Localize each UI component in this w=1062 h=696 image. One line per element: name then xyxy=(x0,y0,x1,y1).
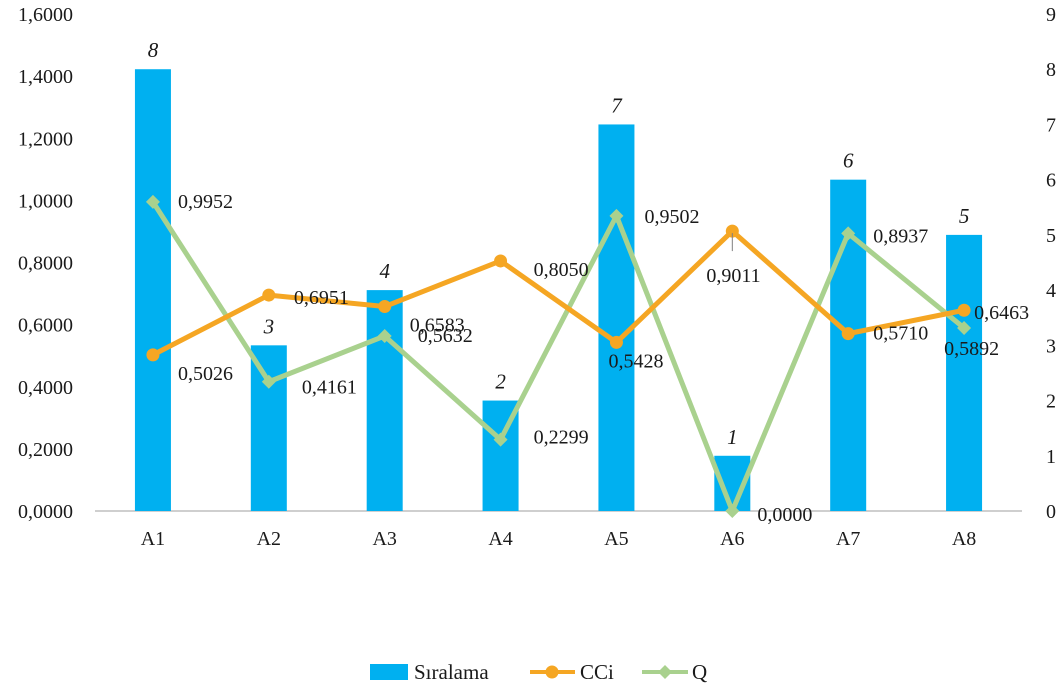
cci-data-label: 0,5026 xyxy=(178,363,233,385)
bar-data-label: 7 xyxy=(611,93,623,117)
right-axis-tick-label: 4 xyxy=(1046,280,1056,302)
left-axis-tick-label: 1,6000 xyxy=(18,4,73,26)
q-marker xyxy=(725,504,740,518)
q-data-label: 0,9952 xyxy=(178,191,233,213)
q-marker xyxy=(377,329,392,344)
cci-marker xyxy=(957,303,971,317)
bar-siralama xyxy=(134,69,171,511)
right-axis-tick-label: 8 xyxy=(1046,59,1056,81)
legend-label-q: Q xyxy=(692,660,707,684)
right-axis-tick-label: 7 xyxy=(1046,114,1056,136)
right-axis-tick-label: 5 xyxy=(1046,225,1056,247)
right-axis-tick-label: 1 xyxy=(1046,446,1056,468)
q-marker xyxy=(145,194,160,209)
left-axis-tick-label: 0,2000 xyxy=(18,439,73,461)
q-data-label: 0,5632 xyxy=(418,325,473,347)
left-axis-tick-label: 1,2000 xyxy=(18,128,73,150)
left-axis-tick-label: 1,0000 xyxy=(18,190,73,212)
bar-siralama xyxy=(250,345,287,511)
x-axis-category-label: A8 xyxy=(952,528,976,550)
cci-marker xyxy=(378,300,392,314)
q-data-label: 0,4161 xyxy=(302,377,357,399)
q-data-label: 0,5892 xyxy=(944,338,999,360)
q-data-label: 0,9502 xyxy=(644,206,699,228)
q-marker xyxy=(261,374,276,389)
q-marker xyxy=(841,226,856,241)
x-axis-category-label: A4 xyxy=(488,528,512,550)
bar-data-label: 5 xyxy=(959,204,970,228)
left-axis-tick-label: 0,4000 xyxy=(18,377,73,399)
left-axis-tick-label: 0,8000 xyxy=(18,253,73,275)
left-axis-tick-label: 1,4000 xyxy=(18,66,73,88)
cci-marker xyxy=(725,224,739,238)
cci-data-label: 0,6463 xyxy=(974,302,1029,324)
cci-data-label: 0,9011 xyxy=(706,265,760,287)
cci-data-label: 0,8050 xyxy=(534,259,589,281)
bar-data-label: 4 xyxy=(379,259,390,283)
bar-siralama xyxy=(598,124,635,511)
q-data-label: 0,0000 xyxy=(757,504,812,526)
q-marker xyxy=(493,432,508,447)
right-axis-tick-label: 6 xyxy=(1046,170,1056,192)
right-axis-tick-label: 9 xyxy=(1046,4,1056,26)
q-marker xyxy=(609,208,624,223)
cci-series-line xyxy=(151,228,965,358)
bar-data-label: 2 xyxy=(495,370,506,394)
cci-marker xyxy=(262,288,276,302)
x-axis-category-label: A7 xyxy=(836,528,860,550)
cci-data-label: 0,5428 xyxy=(608,350,663,372)
left-axis-tick-label: 0,6000 xyxy=(18,315,73,337)
q-data-label: 0,2299 xyxy=(534,427,589,449)
legend-marker-q xyxy=(658,665,672,679)
right-axis-tick-label: 0 xyxy=(1046,501,1056,523)
right-axis-tick-label: 2 xyxy=(1046,391,1056,413)
q-marker xyxy=(957,320,972,335)
bar-data-label: 1 xyxy=(727,425,738,449)
left-axis-tick-label: 0,0000 xyxy=(18,501,73,523)
cci-data-label: 0,5710 xyxy=(873,323,928,345)
right-axis-tick-label: 3 xyxy=(1046,335,1056,357)
bar-siralama xyxy=(366,290,403,511)
cci-marker xyxy=(494,254,508,268)
x-axis-category-label: A5 xyxy=(604,528,628,550)
legend-label-siralama: Sıralama xyxy=(414,660,489,684)
q-series-line xyxy=(150,200,966,514)
legend-swatch-siralama xyxy=(370,664,408,680)
legend-marker-cci xyxy=(545,665,559,679)
bar-siralama xyxy=(946,234,983,511)
cci-marker xyxy=(841,327,855,341)
x-axis-category-label: A6 xyxy=(720,528,744,550)
legend-label-cci: CCi xyxy=(580,660,614,684)
bar-data-label: 8 xyxy=(148,38,159,62)
x-axis-category-label: A1 xyxy=(141,528,165,550)
bar-data-label: 6 xyxy=(843,149,854,173)
cci-marker xyxy=(609,335,623,349)
cci-marker xyxy=(146,348,160,362)
x-axis-category-label: A3 xyxy=(372,528,396,550)
cci-data-label: 0,6583 xyxy=(410,315,465,337)
bar-data-label: 3 xyxy=(263,314,275,338)
q-data-label: 0,8937 xyxy=(873,225,928,247)
x-axis-category-label: A2 xyxy=(257,528,281,550)
cci-data-label: 0,6951 xyxy=(294,287,349,309)
